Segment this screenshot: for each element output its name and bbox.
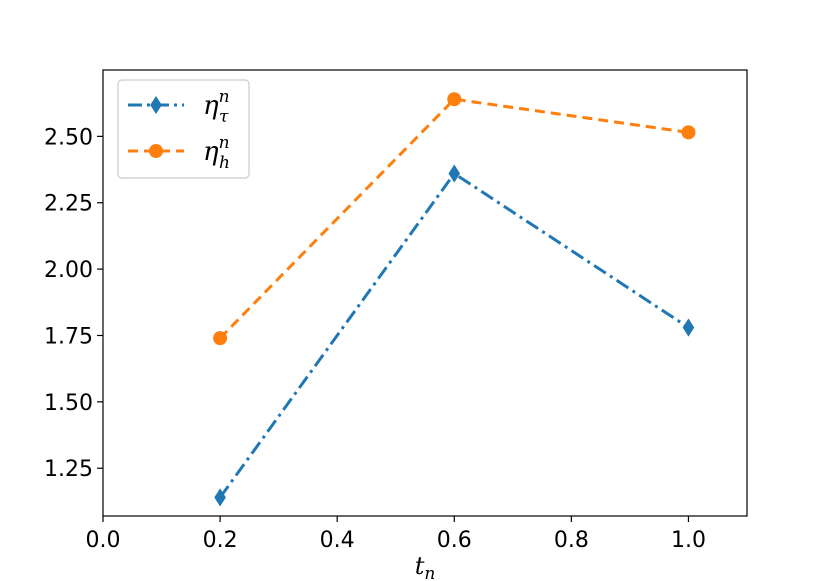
- legend-marker: [150, 95, 162, 115]
- axis-ticks: 0.0 0.2 0.4 0.6 0.8 1.0 1.25 1.50 1.75 2.00 2.25 2.…: [44, 125, 706, 553]
- y-tick-label: 1.25: [44, 457, 93, 482]
- x-axis-label: tn: [415, 552, 436, 581]
- y-tick-label: 2.50: [44, 125, 93, 150]
- y-tick-label: 2.25: [44, 192, 93, 217]
- x-tick-label: 0.0: [86, 528, 121, 553]
- data-point: [214, 488, 226, 507]
- data-point: [681, 125, 696, 140]
- series-line: [219, 97, 689, 340]
- series-2: [213, 92, 696, 346]
- x-tick-label: 0.8: [554, 528, 589, 553]
- data-point: [448, 164, 461, 183]
- series-layer: [213, 92, 696, 507]
- x-tick-label: 0.6: [437, 528, 472, 553]
- data-point: [447, 92, 462, 107]
- data-point: [213, 331, 228, 346]
- y-tick-label: 1.75: [44, 324, 93, 349]
- y-tick-label: 2.00: [44, 258, 93, 283]
- legend: ηn τ ηn h: [117, 79, 250, 179]
- x-tick-label: 1.0: [671, 528, 706, 553]
- legend-item: ηn h: [128, 133, 230, 173]
- series-line: [218, 171, 690, 499]
- x-tick-label: 0.4: [320, 528, 355, 553]
- legend-marker: [149, 144, 163, 158]
- legend-label: ηn τ: [203, 87, 230, 127]
- x-tick-label: 0.2: [203, 528, 238, 553]
- legend-label: ηn h: [203, 133, 230, 173]
- y-tick-label: 1.50: [44, 391, 93, 416]
- legend-item: ηn τ: [128, 87, 230, 127]
- data-point: [682, 318, 695, 337]
- series-1: [214, 164, 695, 507]
- plot-area-frame: [102, 69, 748, 517]
